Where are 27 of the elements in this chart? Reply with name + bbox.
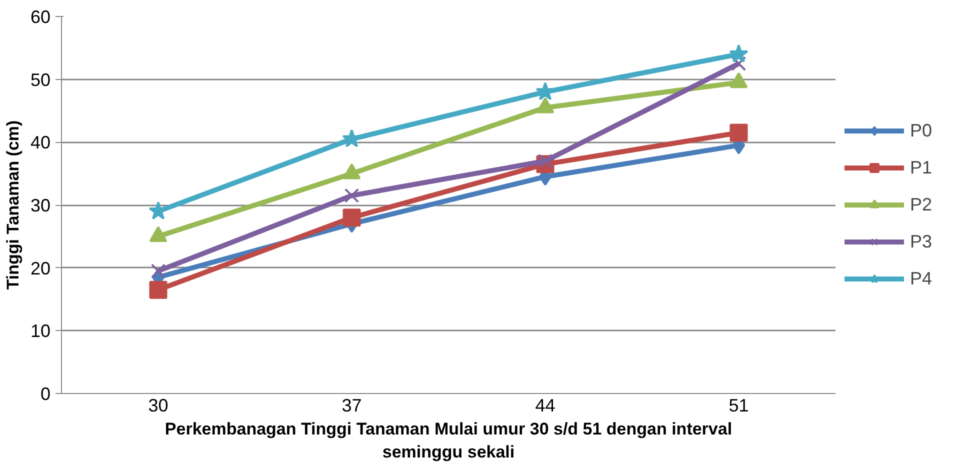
- point: [729, 44, 748, 62]
- legend-label: P2: [910, 194, 932, 215]
- point: [730, 72, 748, 88]
- x-tick-label: 37: [342, 396, 362, 416]
- point: [730, 124, 748, 142]
- x-tick-label: 30: [148, 396, 168, 416]
- y-tick-label: 40: [30, 132, 51, 153]
- y-tick-label: 50: [30, 70, 51, 90]
- point: [149, 280, 168, 299]
- point: [342, 208, 361, 227]
- point: [344, 188, 360, 203]
- point: [538, 154, 553, 168]
- legend-label: P3: [910, 231, 932, 252]
- y-tick-label: 30: [30, 196, 51, 216]
- x-tick-label: 51: [728, 396, 749, 416]
- y-tick-label: 20: [30, 258, 51, 278]
- point: [731, 56, 746, 71]
- legend-label: P4: [910, 268, 932, 289]
- x-tick-label: 44: [535, 396, 556, 416]
- legend-label: P0: [910, 120, 932, 141]
- y-tick-label: 0: [40, 384, 51, 404]
- x-axis-title: Perkembanagan Tinggi Tanaman Mulai umur 30 s/d 51 dengan interval seminggu sekali: [164, 420, 732, 462]
- y-axis-title: Tinggi Tanaman (cm): [3, 120, 22, 290]
- y-tick-label: 10: [30, 321, 51, 342]
- point: [150, 264, 166, 278]
- legend-label: P1: [910, 157, 932, 178]
- y-tick-label: 60: [30, 7, 51, 27]
